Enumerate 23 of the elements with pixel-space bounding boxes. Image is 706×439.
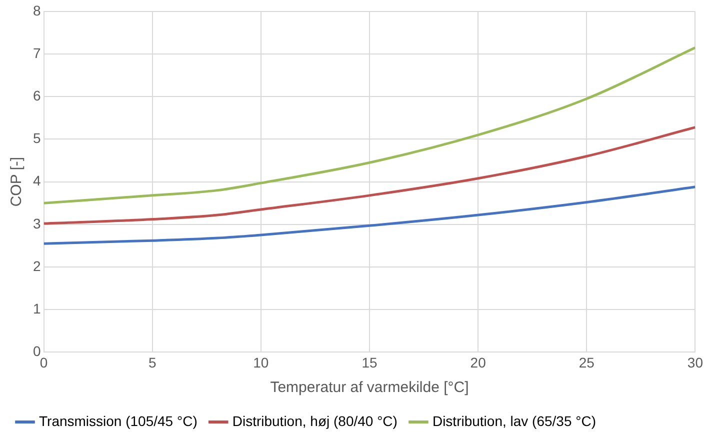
line-series bbox=[44, 46, 696, 204]
x-tick-label: 25 bbox=[578, 354, 595, 370]
y-tick-label: 2 bbox=[32, 258, 41, 274]
y-tick-label: 1 bbox=[32, 300, 41, 316]
x-tick-label: 5 bbox=[148, 354, 156, 370]
x-axis-title: Temperatur af varmekilde [°C] bbox=[270, 379, 469, 396]
x-tick-label: 10 bbox=[253, 354, 269, 370]
line-series bbox=[44, 126, 696, 225]
legend-label: Transmission (105/45 °C) bbox=[39, 412, 198, 429]
y-tick-label: 4 bbox=[32, 172, 41, 189]
y-axis-title: COP [-] bbox=[8, 156, 26, 207]
x-tick-label: 20 bbox=[470, 354, 486, 370]
x-tick-label: 30 bbox=[687, 354, 704, 370]
legend-label: Distribution, høj (80/40 °C) bbox=[232, 412, 398, 429]
y-tick-label: 6 bbox=[32, 87, 41, 104]
y-tick-label: 5 bbox=[32, 130, 41, 146]
y-tick-label: 8 bbox=[32, 2, 41, 18]
line-series bbox=[44, 186, 696, 245]
legend-label: Distribution, lav (65/35 °C) bbox=[432, 412, 596, 429]
y-tick-label: 7 bbox=[32, 44, 41, 61]
x-tick-label: 15 bbox=[362, 354, 378, 370]
y-tick-label: 3 bbox=[32, 215, 41, 232]
y-tick-label: 0 bbox=[32, 343, 41, 360]
